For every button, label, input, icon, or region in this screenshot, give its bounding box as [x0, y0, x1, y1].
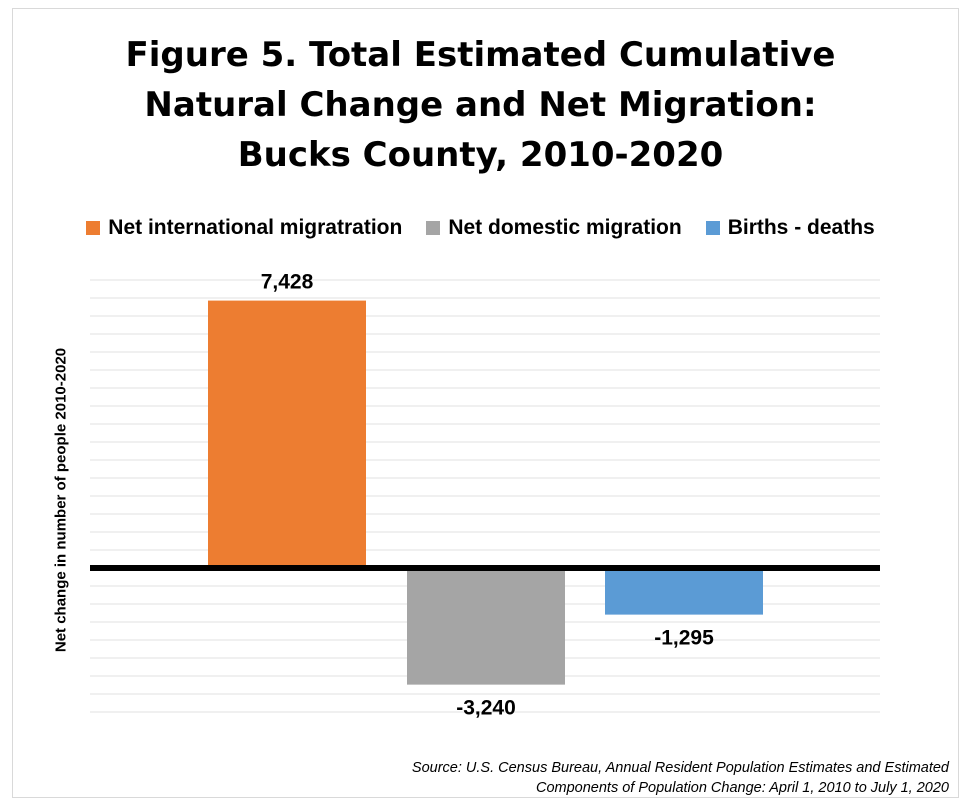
data-label: -1,295 [654, 627, 714, 650]
legend-item-international: Net international migratration [86, 216, 402, 240]
source-note: Source: U.S. Census Bureau, Annual Resid… [249, 758, 949, 798]
source-line-2: Components of Population Change: April 1… [536, 780, 949, 796]
title-line-1: Figure 5. Total Estimated Cumulative [125, 35, 836, 75]
bar-domestic [407, 568, 565, 685]
bar-births-deaths [605, 568, 763, 615]
bar-international [208, 300, 366, 568]
legend-swatch-international [86, 221, 101, 235]
data-labels: 7,428 -3,240 -1,295 [261, 271, 714, 720]
legend-swatch-domestic [426, 221, 441, 235]
legend-label-domestic: Net domestic migration [448, 216, 682, 239]
chart-title: Figure 5. Total Estimated Cumulative Nat… [0, 30, 961, 180]
bars [208, 300, 763, 685]
title-line-2: Natural Change and Net Migration: [144, 85, 817, 125]
data-label: 7,428 [261, 271, 314, 294]
legend-item-births-deaths: Births - deaths [705, 216, 875, 240]
legend-label-international: Net international migratration [108, 216, 403, 239]
legend-swatch-births-deaths [705, 221, 720, 235]
source-line-1: Source: U.S. Census Bureau, Annual Resid… [411, 760, 949, 776]
legend-item-domestic: Net domestic migration [426, 216, 682, 240]
title-line-3: Bucks County, 2010-2020 [237, 135, 724, 175]
legend-label-births-deaths: Births - deaths [727, 216, 875, 239]
data-label: -3,240 [456, 697, 516, 720]
chart-legend: Net international migratration Net domes… [0, 216, 961, 240]
